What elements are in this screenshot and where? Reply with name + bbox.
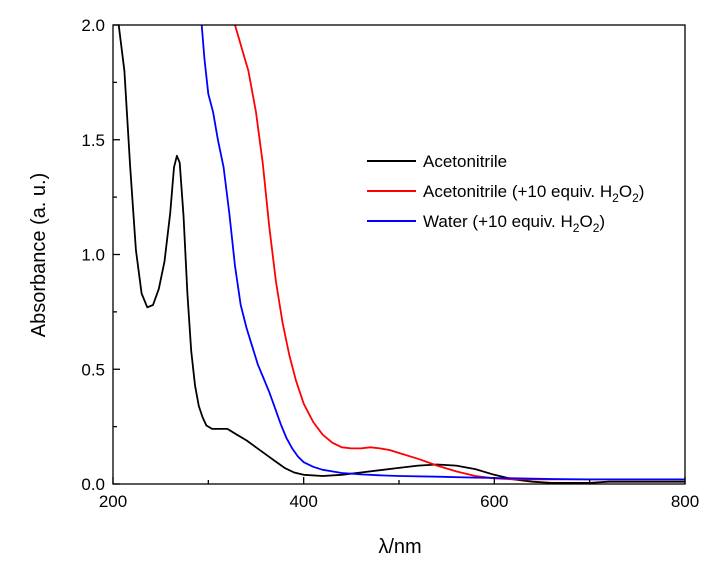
x-tick-label: 400 bbox=[289, 492, 317, 511]
series-line-2 bbox=[200, 25, 685, 481]
y-tick-label: 2.0 bbox=[81, 16, 105, 35]
plot-frame bbox=[112, 24, 686, 485]
legend: Acetonitrile Acetonitrile (+10 equiv. H2O… bbox=[367, 152, 644, 235]
x-tick-label: 600 bbox=[480, 492, 508, 511]
series-line-1 bbox=[234, 25, 685, 481]
x-axis-label: λ/nm bbox=[378, 536, 421, 558]
x-tick-label: 200 bbox=[99, 492, 127, 511]
y-tick-label: 0.0 bbox=[81, 475, 105, 494]
series-line-0 bbox=[117, 25, 685, 484]
y-axis-label: Absorbance (a. u.) bbox=[28, 173, 50, 338]
legend-label: Acetonitrile bbox=[423, 152, 507, 171]
x-axis-ticks: 200 400 600 800 bbox=[99, 477, 699, 511]
plot-lines bbox=[117, 25, 685, 484]
y-axis-ticks: 0.0 0.5 1.0 1.5 2.0 bbox=[81, 16, 120, 494]
legend-label: Water (+10 equiv. H2O2) bbox=[423, 212, 605, 235]
x-tick-label: 800 bbox=[671, 492, 699, 511]
y-tick-label: 1.0 bbox=[81, 246, 105, 265]
y-tick-label: 1.5 bbox=[81, 131, 105, 150]
legend-label: Acetonitrile (+10 equiv. H2O2) bbox=[423, 182, 644, 205]
y-tick-label: 0.5 bbox=[81, 360, 105, 379]
